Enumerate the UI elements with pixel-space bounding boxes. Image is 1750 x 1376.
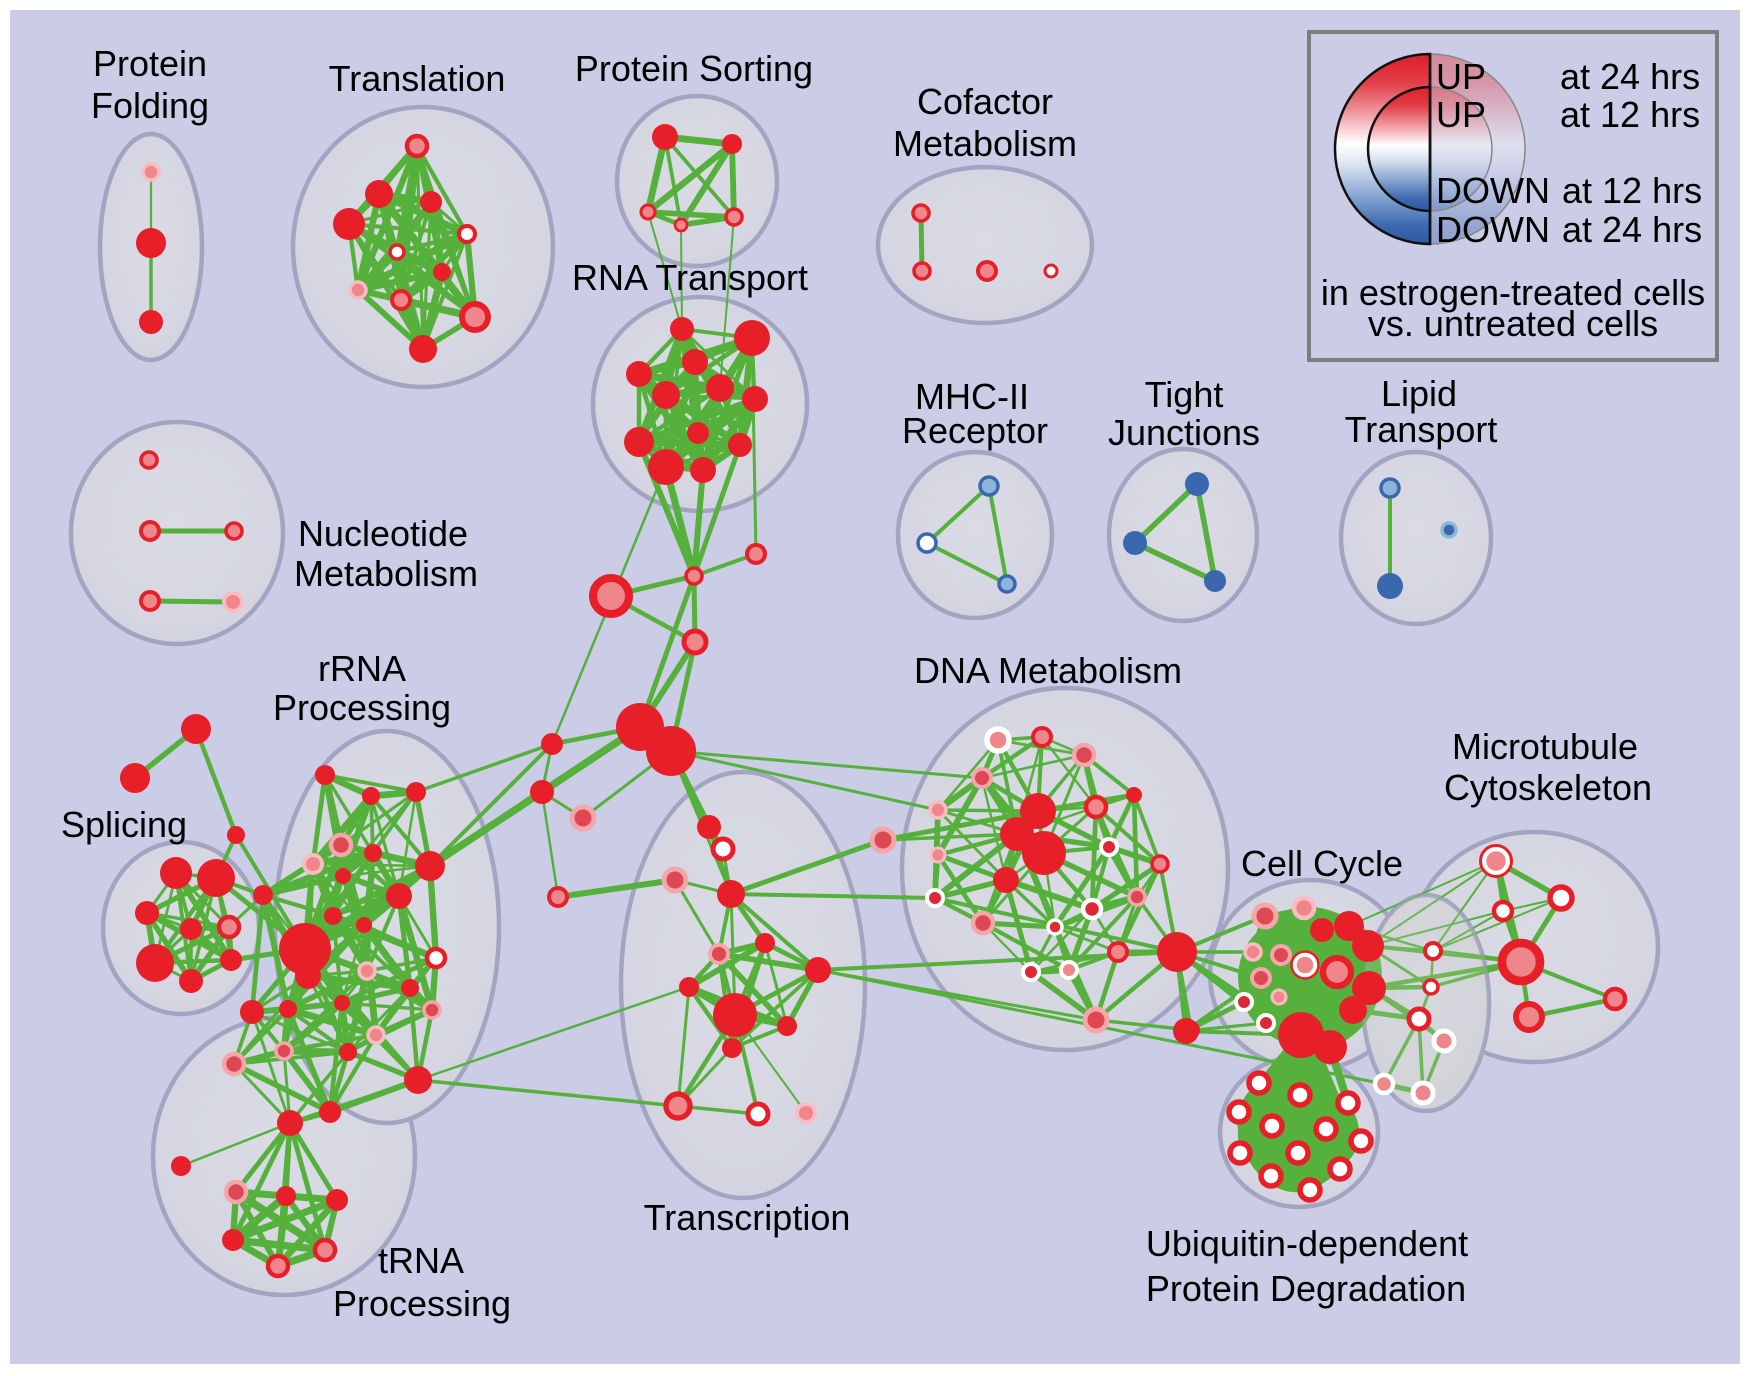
svg-text:Receptor: Receptor	[902, 410, 1048, 451]
svg-text:at 12 hrs: at 12 hrs	[1560, 94, 1700, 135]
svg-text:Processing: Processing	[333, 1283, 511, 1324]
svg-text:DOWN: DOWN	[1436, 170, 1550, 211]
svg-text:in estrogen-treated cells: in estrogen-treated cells	[1321, 272, 1705, 313]
svg-text:at 24 hrs: at 24 hrs	[1560, 56, 1700, 97]
svg-text:Metabolism: Metabolism	[294, 553, 478, 594]
svg-text:Ubiquitin-dependent: Ubiquitin-dependent	[1146, 1223, 1468, 1264]
svg-text:RNA Transport: RNA Transport	[572, 257, 808, 298]
svg-text:Cytoskeleton: Cytoskeleton	[1444, 767, 1652, 808]
svg-text:Transcription: Transcription	[644, 1197, 851, 1238]
svg-text:Nucleotide: Nucleotide	[298, 513, 468, 554]
svg-text:Junctions: Junctions	[1108, 412, 1260, 453]
svg-text:Microtubule: Microtubule	[1452, 726, 1638, 767]
svg-text:at 24 hrs: at 24 hrs	[1562, 209, 1702, 250]
svg-text:MHC-II: MHC-II	[915, 376, 1029, 417]
svg-text:Splicing: Splicing	[61, 804, 187, 845]
svg-text:vs. untreated cells: vs. untreated cells	[1368, 303, 1658, 344]
svg-text:tRNA: tRNA	[378, 1240, 464, 1281]
svg-text:at 12 hrs: at 12 hrs	[1562, 170, 1702, 211]
svg-text:Processing: Processing	[273, 687, 451, 728]
svg-text:UP: UP	[1436, 94, 1486, 135]
svg-text:DNA Metabolism: DNA Metabolism	[914, 650, 1182, 691]
svg-text:Metabolism: Metabolism	[893, 123, 1077, 164]
svg-text:Cell Cycle: Cell Cycle	[1241, 843, 1403, 884]
svg-text:Protein Degradation: Protein Degradation	[1146, 1268, 1466, 1309]
svg-text:Cofactor: Cofactor	[917, 81, 1053, 122]
svg-text:DOWN: DOWN	[1436, 209, 1550, 250]
svg-text:Folding: Folding	[91, 85, 209, 126]
svg-text:Tight: Tight	[1145, 374, 1224, 415]
svg-text:Protein: Protein	[93, 43, 207, 84]
svg-text:Transport: Transport	[1345, 409, 1498, 450]
svg-text:Protein Sorting: Protein Sorting	[575, 48, 813, 89]
svg-text:Lipid: Lipid	[1381, 373, 1457, 414]
svg-text:rRNA: rRNA	[318, 648, 406, 689]
svg-text:UP: UP	[1436, 56, 1486, 97]
svg-text:Translation: Translation	[329, 58, 506, 99]
